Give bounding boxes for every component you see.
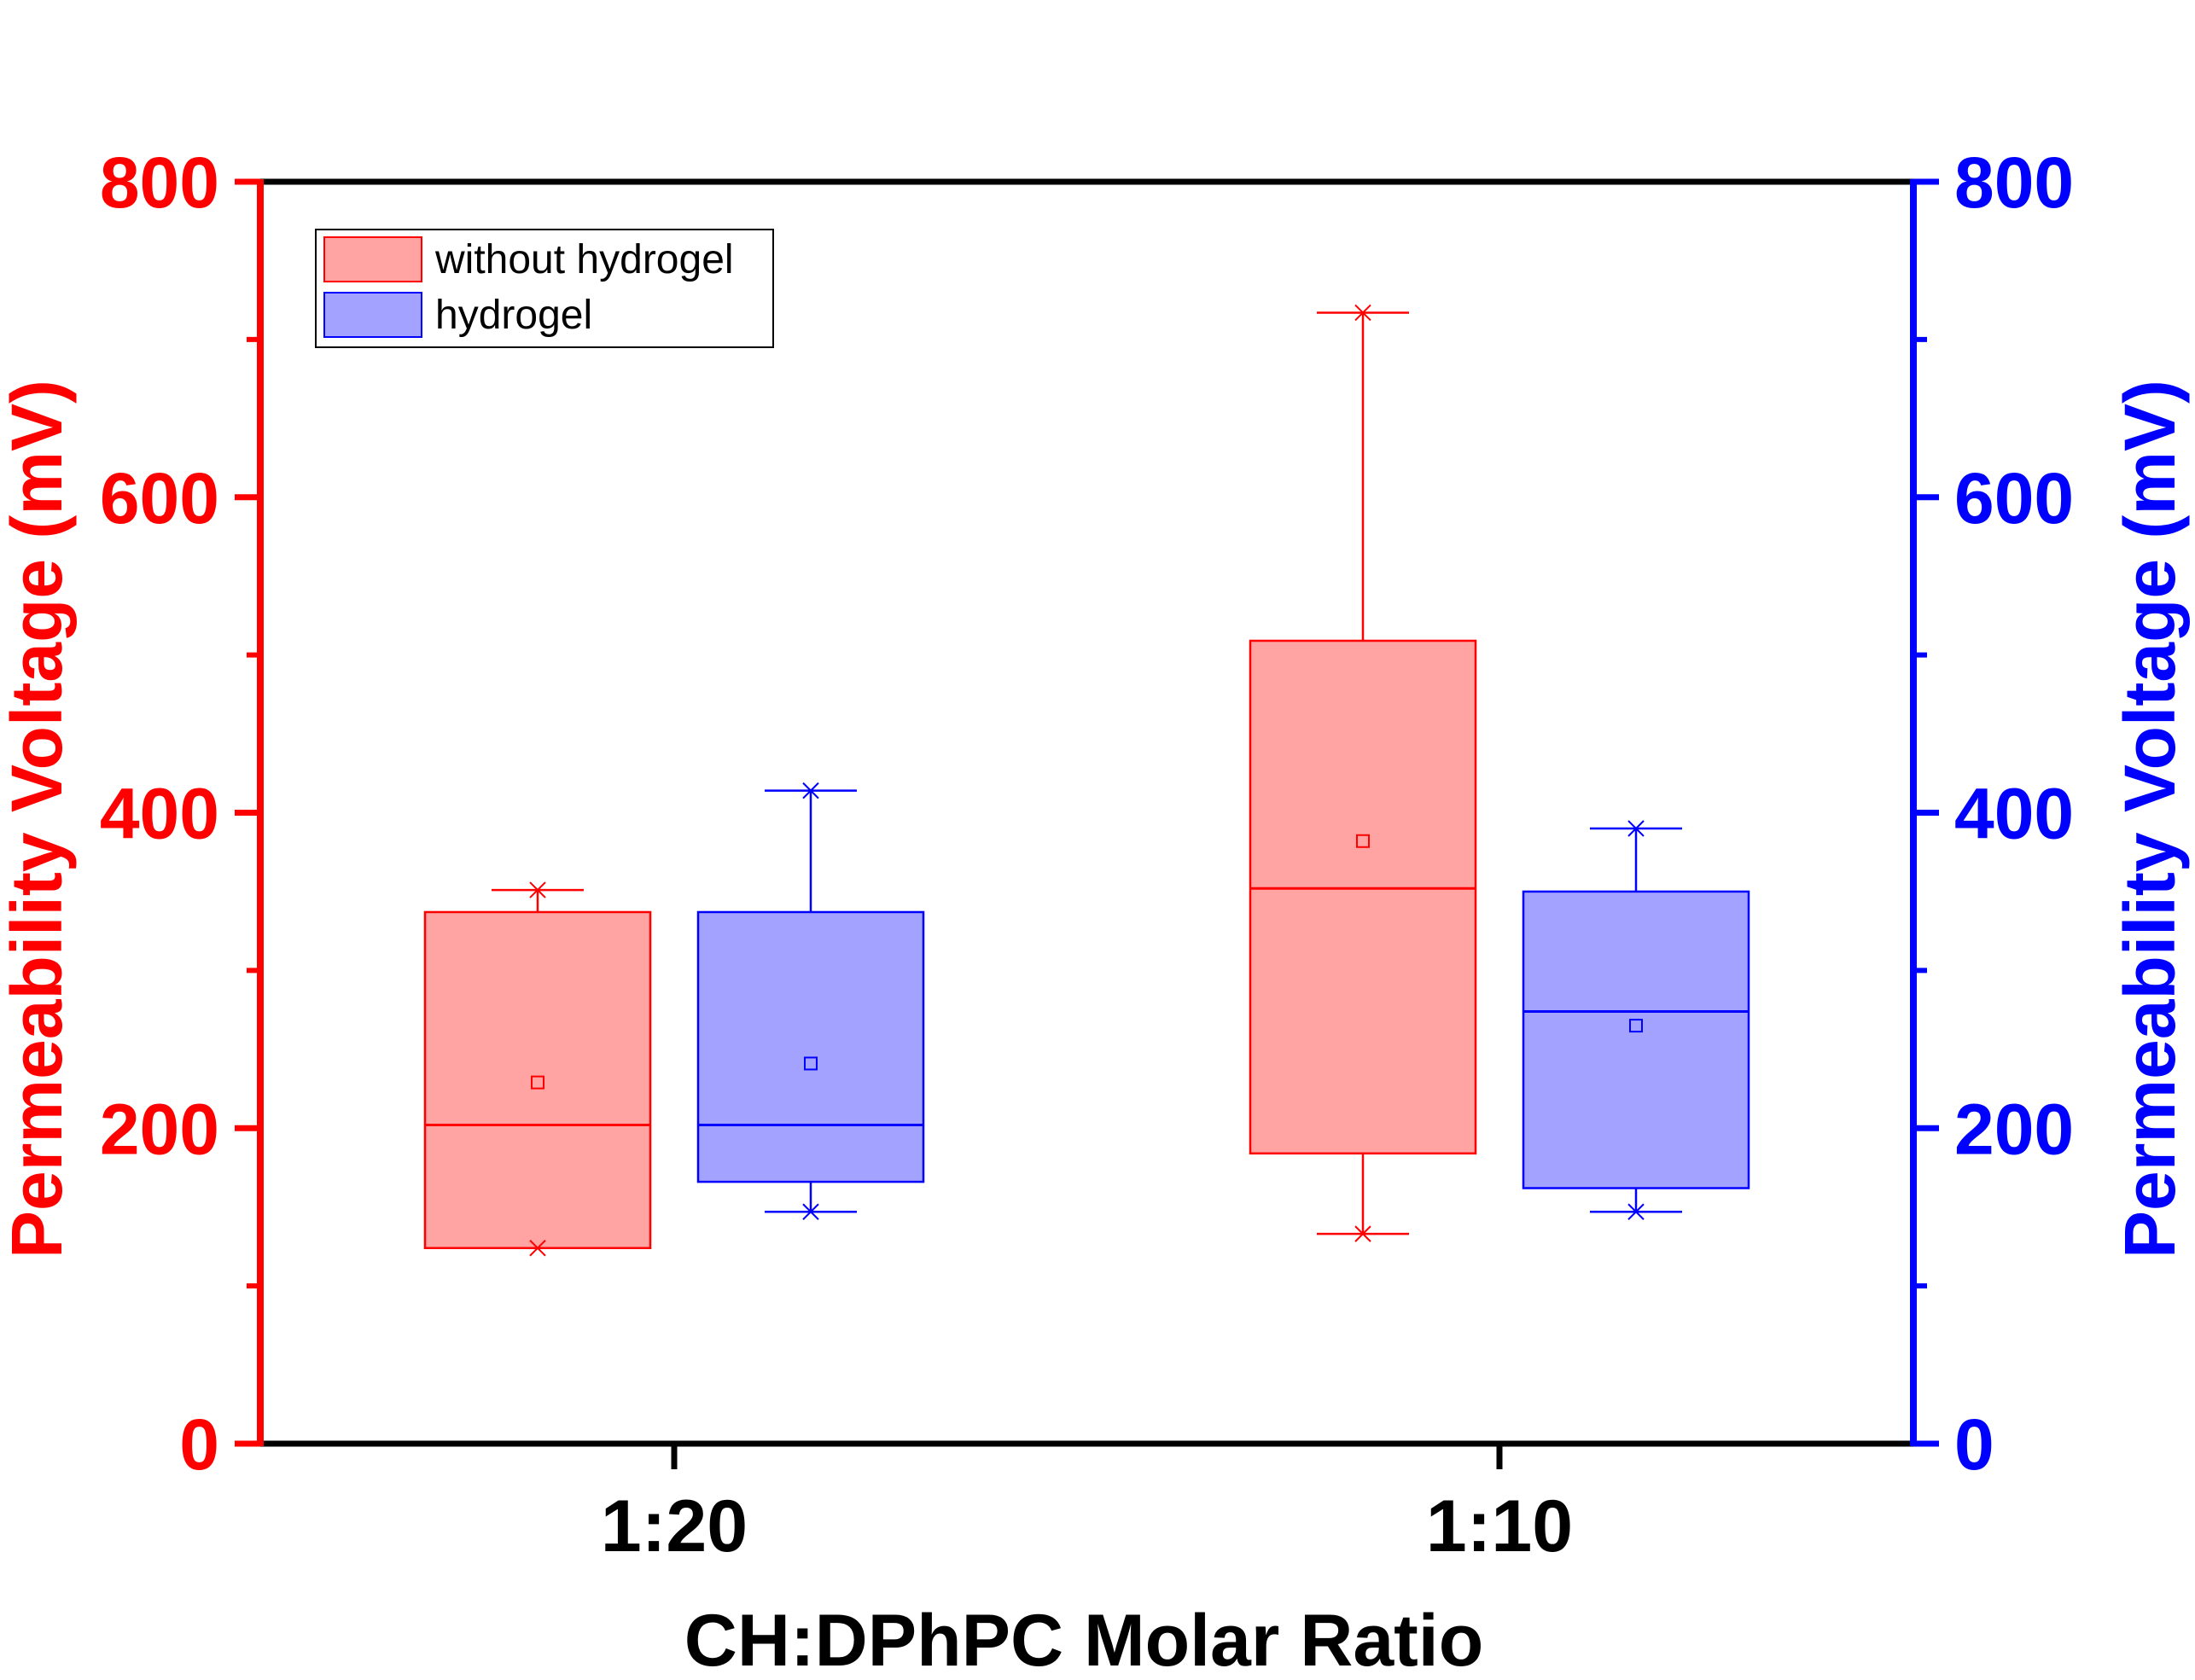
legend: without hydrogel hydrogel	[315, 229, 774, 348]
box	[1522, 890, 1750, 1189]
right-tick-label: 800	[1954, 142, 2074, 223]
left-tick-label: 400	[100, 774, 219, 854]
right-tick-label: 200	[1954, 1089, 2074, 1169]
right-tick-label: 0	[1954, 1404, 1994, 1485]
axes: 0 0 200 200 400 400 600 600 800 800 1:20 1:10	[100, 142, 2074, 1567]
left-axis-title: Permeability Voltage (mV)	[0, 380, 77, 1259]
legend-label-without-hydrogel: without hydrogel	[434, 237, 734, 282]
box-layer	[423, 304, 1750, 1257]
box	[696, 910, 925, 1183]
box-plot-group	[696, 782, 925, 1220]
x-tick-label: 1:20	[601, 1485, 748, 1567]
max-marker	[802, 782, 819, 799]
legend-label-hydrogel: hydrogel	[435, 293, 592, 338]
left-tick-label: 600	[100, 458, 219, 538]
mean-marker	[1629, 1019, 1643, 1033]
min-marker	[529, 1240, 546, 1257]
mean-marker	[1356, 834, 1370, 848]
max-marker	[529, 881, 546, 898]
x-axis-title: CH:DPhPC Molar Ratio	[684, 1600, 1483, 1680]
right-axis-title: Permeability Voltage (mV)	[2110, 380, 2190, 1259]
box	[423, 910, 652, 1250]
left-tick-label: 0	[179, 1404, 219, 1485]
max-marker	[1627, 820, 1645, 837]
max-marker	[1354, 304, 1371, 322]
left-tick-label: 200	[100, 1089, 219, 1169]
legend-swatch-hydrogel	[323, 292, 422, 338]
left-tick-label: 800	[100, 142, 219, 223]
x-tick-label: 1:10	[1426, 1485, 1573, 1567]
min-marker	[1627, 1203, 1645, 1220]
box	[1249, 639, 1477, 1155]
box-plot-group	[1522, 820, 1750, 1220]
box-plot-group	[1249, 304, 1477, 1242]
min-marker	[1354, 1225, 1371, 1242]
min-marker	[802, 1203, 819, 1220]
right-tick-label: 600	[1954, 458, 2074, 538]
right-tick-label: 400	[1954, 774, 2074, 854]
mean-marker	[804, 1056, 818, 1071]
mean-marker	[531, 1075, 544, 1090]
legend-swatch-without-hydrogel	[323, 236, 422, 282]
box-plot-group	[423, 881, 652, 1257]
